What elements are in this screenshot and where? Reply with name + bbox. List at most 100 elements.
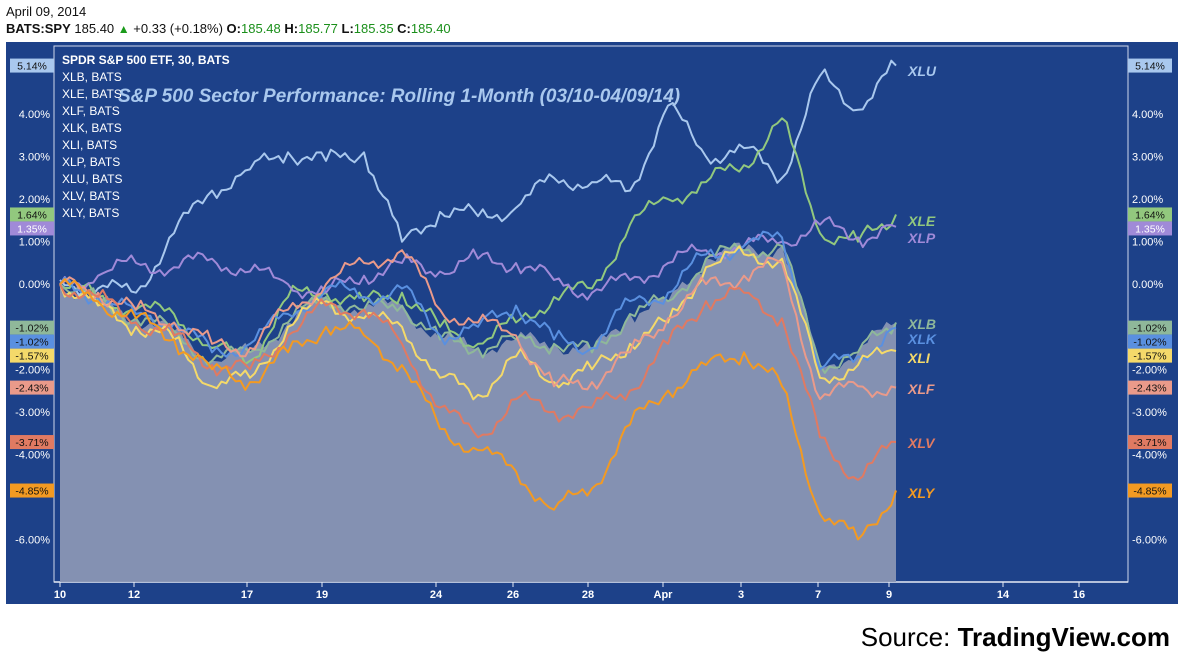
x-tick-label: 14 — [997, 589, 1010, 601]
series-line-xlu — [59, 59, 897, 297]
end-value-tag-right — [1128, 348, 1172, 363]
legend-item: XLK, BATS — [62, 121, 122, 135]
end-value-xlk-right: -1.02% — [1133, 337, 1166, 349]
price-change: +0.33 (+0.18%) — [133, 21, 223, 36]
end-value-tag-right — [1128, 207, 1172, 222]
end-value-xly-left: -4.85% — [15, 486, 48, 498]
end-value-xle-right: 1.64% — [1135, 209, 1165, 221]
x-tick-label: 24 — [430, 589, 443, 601]
y-tick-left: -2.00% — [15, 364, 50, 376]
end-value-tag-left — [10, 320, 54, 335]
series-label-xlb: XLB — [907, 316, 936, 332]
chart-date: April 09, 2014 — [6, 4, 87, 19]
series-label-xlp: XLP — [907, 230, 936, 246]
open-value: 185.48 — [241, 21, 281, 36]
x-tick-label: 26 — [507, 589, 519, 601]
x-tick-label: 3 — [738, 589, 744, 601]
series-line-xlf — [59, 249, 897, 401]
end-value-xly-right: -4.85% — [1133, 486, 1166, 498]
x-tick-label: 16 — [1073, 589, 1085, 601]
series-line-xlv — [59, 283, 897, 481]
x-tick-label: 19 — [316, 589, 328, 601]
symbol-label: BATS:SPY — [6, 21, 71, 36]
legend-item: XLU, BATS — [62, 172, 122, 186]
legend: XLB, BATS XLE, BATS XLF, BATS XLK, BATS XLI,… — [62, 70, 122, 220]
end-value-tag-right — [1128, 320, 1172, 335]
y-tick-left: 0.00% — [19, 279, 50, 291]
end-value-tag-left — [10, 435, 54, 450]
end-value-xlb-right: -1.02% — [1133, 323, 1166, 335]
series-line-xle — [59, 117, 897, 365]
end-value-tag-left — [10, 483, 54, 498]
y-tick-right: 4.00% — [1132, 109, 1163, 121]
x-tick-label: 9 — [886, 589, 892, 601]
legend-item: XLF, BATS — [62, 104, 120, 118]
series-line-xlk — [59, 230, 897, 371]
y-tick-right: -2.00% — [1132, 364, 1167, 376]
series-label-xlv: XLV — [907, 435, 936, 451]
end-value-xlv-left: -3.71% — [15, 437, 48, 449]
series-label-xly: XLY — [907, 485, 936, 501]
series-label-xle: XLE — [907, 213, 936, 229]
end-value-tag-left — [10, 334, 54, 349]
y-tick-right: -3.00% — [1132, 407, 1167, 419]
end-value-xle-left: 1.64% — [17, 209, 47, 221]
up-arrow-icon: ▲ — [117, 22, 130, 36]
end-value-xlb-left: -1.02% — [15, 323, 48, 335]
end-value-xlp-right: 1.35% — [1135, 223, 1165, 235]
end-value-xlu-left: 5.14% — [17, 61, 47, 73]
end-value-tag-right — [1128, 58, 1172, 73]
end-value-tag-right — [1128, 483, 1172, 498]
end-value-xlv-right: -3.71% — [1133, 437, 1166, 449]
source-prefix: Source: — [860, 622, 951, 652]
end-value-xlf-right: -2.43% — [1133, 383, 1166, 395]
y-tick-right: -4.00% — [1132, 449, 1167, 461]
x-tick-label: Apr — [654, 589, 674, 601]
y-tick-left: 1.00% — [19, 237, 50, 249]
high-label: H: — [284, 21, 299, 36]
chart-title: S&P 500 Sector Performance: Rolling 1-Mo… — [118, 86, 680, 107]
end-value-tag-left — [10, 207, 54, 222]
series-label-xlf: XLF — [907, 381, 935, 397]
y-tick-right: 2.00% — [1132, 194, 1163, 206]
open-label: O: — [226, 21, 241, 36]
y-tick-right: 0.00% — [1132, 279, 1163, 291]
performance-chart[interactable]: 4.00% 4.00% 3.00% 3.00% 2.00% 2.00% 1.00% 1.00%… — [6, 42, 1178, 604]
high-value: 185.77 — [298, 21, 338, 36]
series-label-xlu: XLU — [907, 63, 937, 79]
end-value-tag-left — [10, 348, 54, 363]
y-tick-right: 3.00% — [1132, 152, 1163, 164]
x-tick-label: 12 — [128, 589, 140, 601]
series-line-xly — [59, 278, 897, 541]
end-value-xlf-left: -2.43% — [15, 383, 48, 395]
legend-item: XLY, BATS — [62, 206, 119, 220]
series-label-xlk: XLK — [907, 331, 937, 347]
legend-item: XLI, BATS — [62, 138, 117, 152]
legend-item: XLB, BATS — [62, 70, 122, 84]
x-tick-label: 7 — [815, 589, 821, 601]
low-value: 185.35 — [353, 21, 394, 36]
source-name: TradingView.com — [957, 622, 1170, 652]
end-value-tag-left — [10, 221, 54, 236]
y-tick-left: 2.00% — [19, 194, 50, 206]
legend-item: XLE, BATS — [62, 87, 122, 101]
series-label-xli: XLI — [907, 350, 931, 366]
close-value: 185.40 — [410, 21, 451, 36]
x-tick-label: 17 — [241, 589, 253, 601]
end-value-xli-right: -1.57% — [1133, 351, 1166, 363]
end-value-tag-left — [10, 58, 54, 73]
y-tick-right: -6.00% — [1132, 534, 1167, 546]
end-value-xlp-left: 1.35% — [17, 223, 47, 235]
x-tick-label: 10 — [54, 589, 66, 601]
close-label: C: — [397, 21, 411, 36]
end-value-tag-right — [1128, 435, 1172, 450]
spy-area — [60, 242, 896, 582]
instrument-label: SPDR S&P 500 ETF, 30, BATS — [62, 53, 230, 67]
y-tick-left: 3.00% — [19, 152, 50, 164]
series-line-xli — [59, 245, 897, 401]
y-tick-right: 1.00% — [1132, 237, 1163, 249]
x-tick-label: 28 — [582, 589, 594, 601]
end-value-xli-left: -1.57% — [15, 351, 48, 363]
end-value-tag-left — [10, 380, 54, 395]
y-tick-left: -6.00% — [15, 534, 50, 546]
